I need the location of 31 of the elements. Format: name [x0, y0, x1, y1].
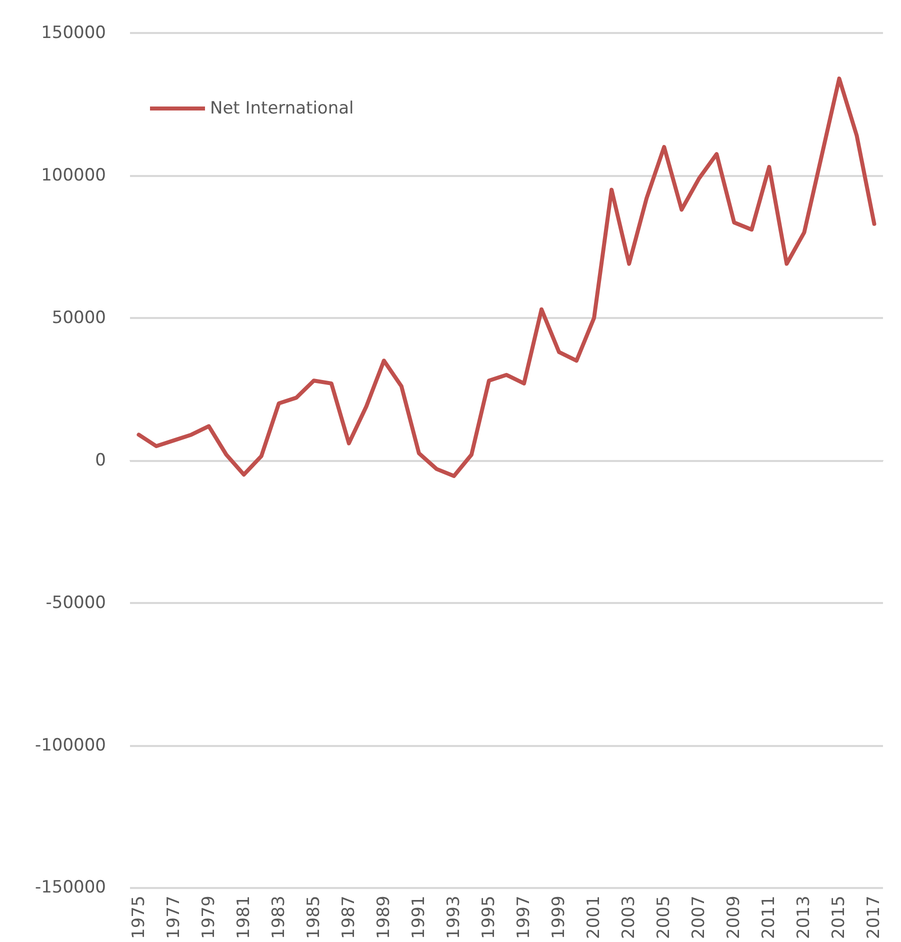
x-tick-label: 2001 [584, 896, 604, 939]
x-tick-label: 1979 [198, 896, 219, 939]
x-tick-label: 1987 [338, 896, 359, 939]
x-tick-label: 2003 [619, 896, 640, 939]
x-tick-label: 2017 [864, 896, 884, 939]
y-tick-label: 100000 [41, 165, 106, 186]
y-tick-label: 50000 [52, 308, 106, 328]
x-tick-label: 1991 [408, 896, 429, 939]
x-tick-label: 1997 [514, 896, 534, 939]
x-tick-label: 1981 [234, 896, 254, 939]
legend-label: Net International [210, 98, 354, 118]
y-tick-label: 150000 [41, 23, 106, 43]
x-tick-label: 2011 [759, 896, 780, 939]
x-tick-label: 1975 [128, 896, 149, 939]
x-tick-label: 1989 [374, 896, 394, 939]
x-tick-label: 1985 [304, 896, 324, 939]
line-series [136, 76, 876, 478]
x-tick-label: 1993 [444, 896, 464, 939]
y-tick-label: 0 [95, 450, 106, 470]
y-tick-label: -150000 [34, 878, 106, 898]
x-tick-label: 2005 [654, 896, 674, 939]
x-tick-label: 1999 [549, 896, 570, 939]
x-tick-label: 2015 [829, 896, 850, 939]
x-tick-label: 2007 [689, 896, 710, 939]
y-tick-label: -100000 [34, 735, 106, 756]
y-tick-label: -50000 [46, 592, 106, 613]
x-tick-label: 1977 [164, 896, 184, 939]
x-tick-label: 1995 [478, 896, 499, 939]
x-tick-label: 1983 [268, 896, 289, 939]
x-tick-label: 2013 [794, 896, 814, 939]
x-tick-label: 2009 [724, 896, 744, 939]
